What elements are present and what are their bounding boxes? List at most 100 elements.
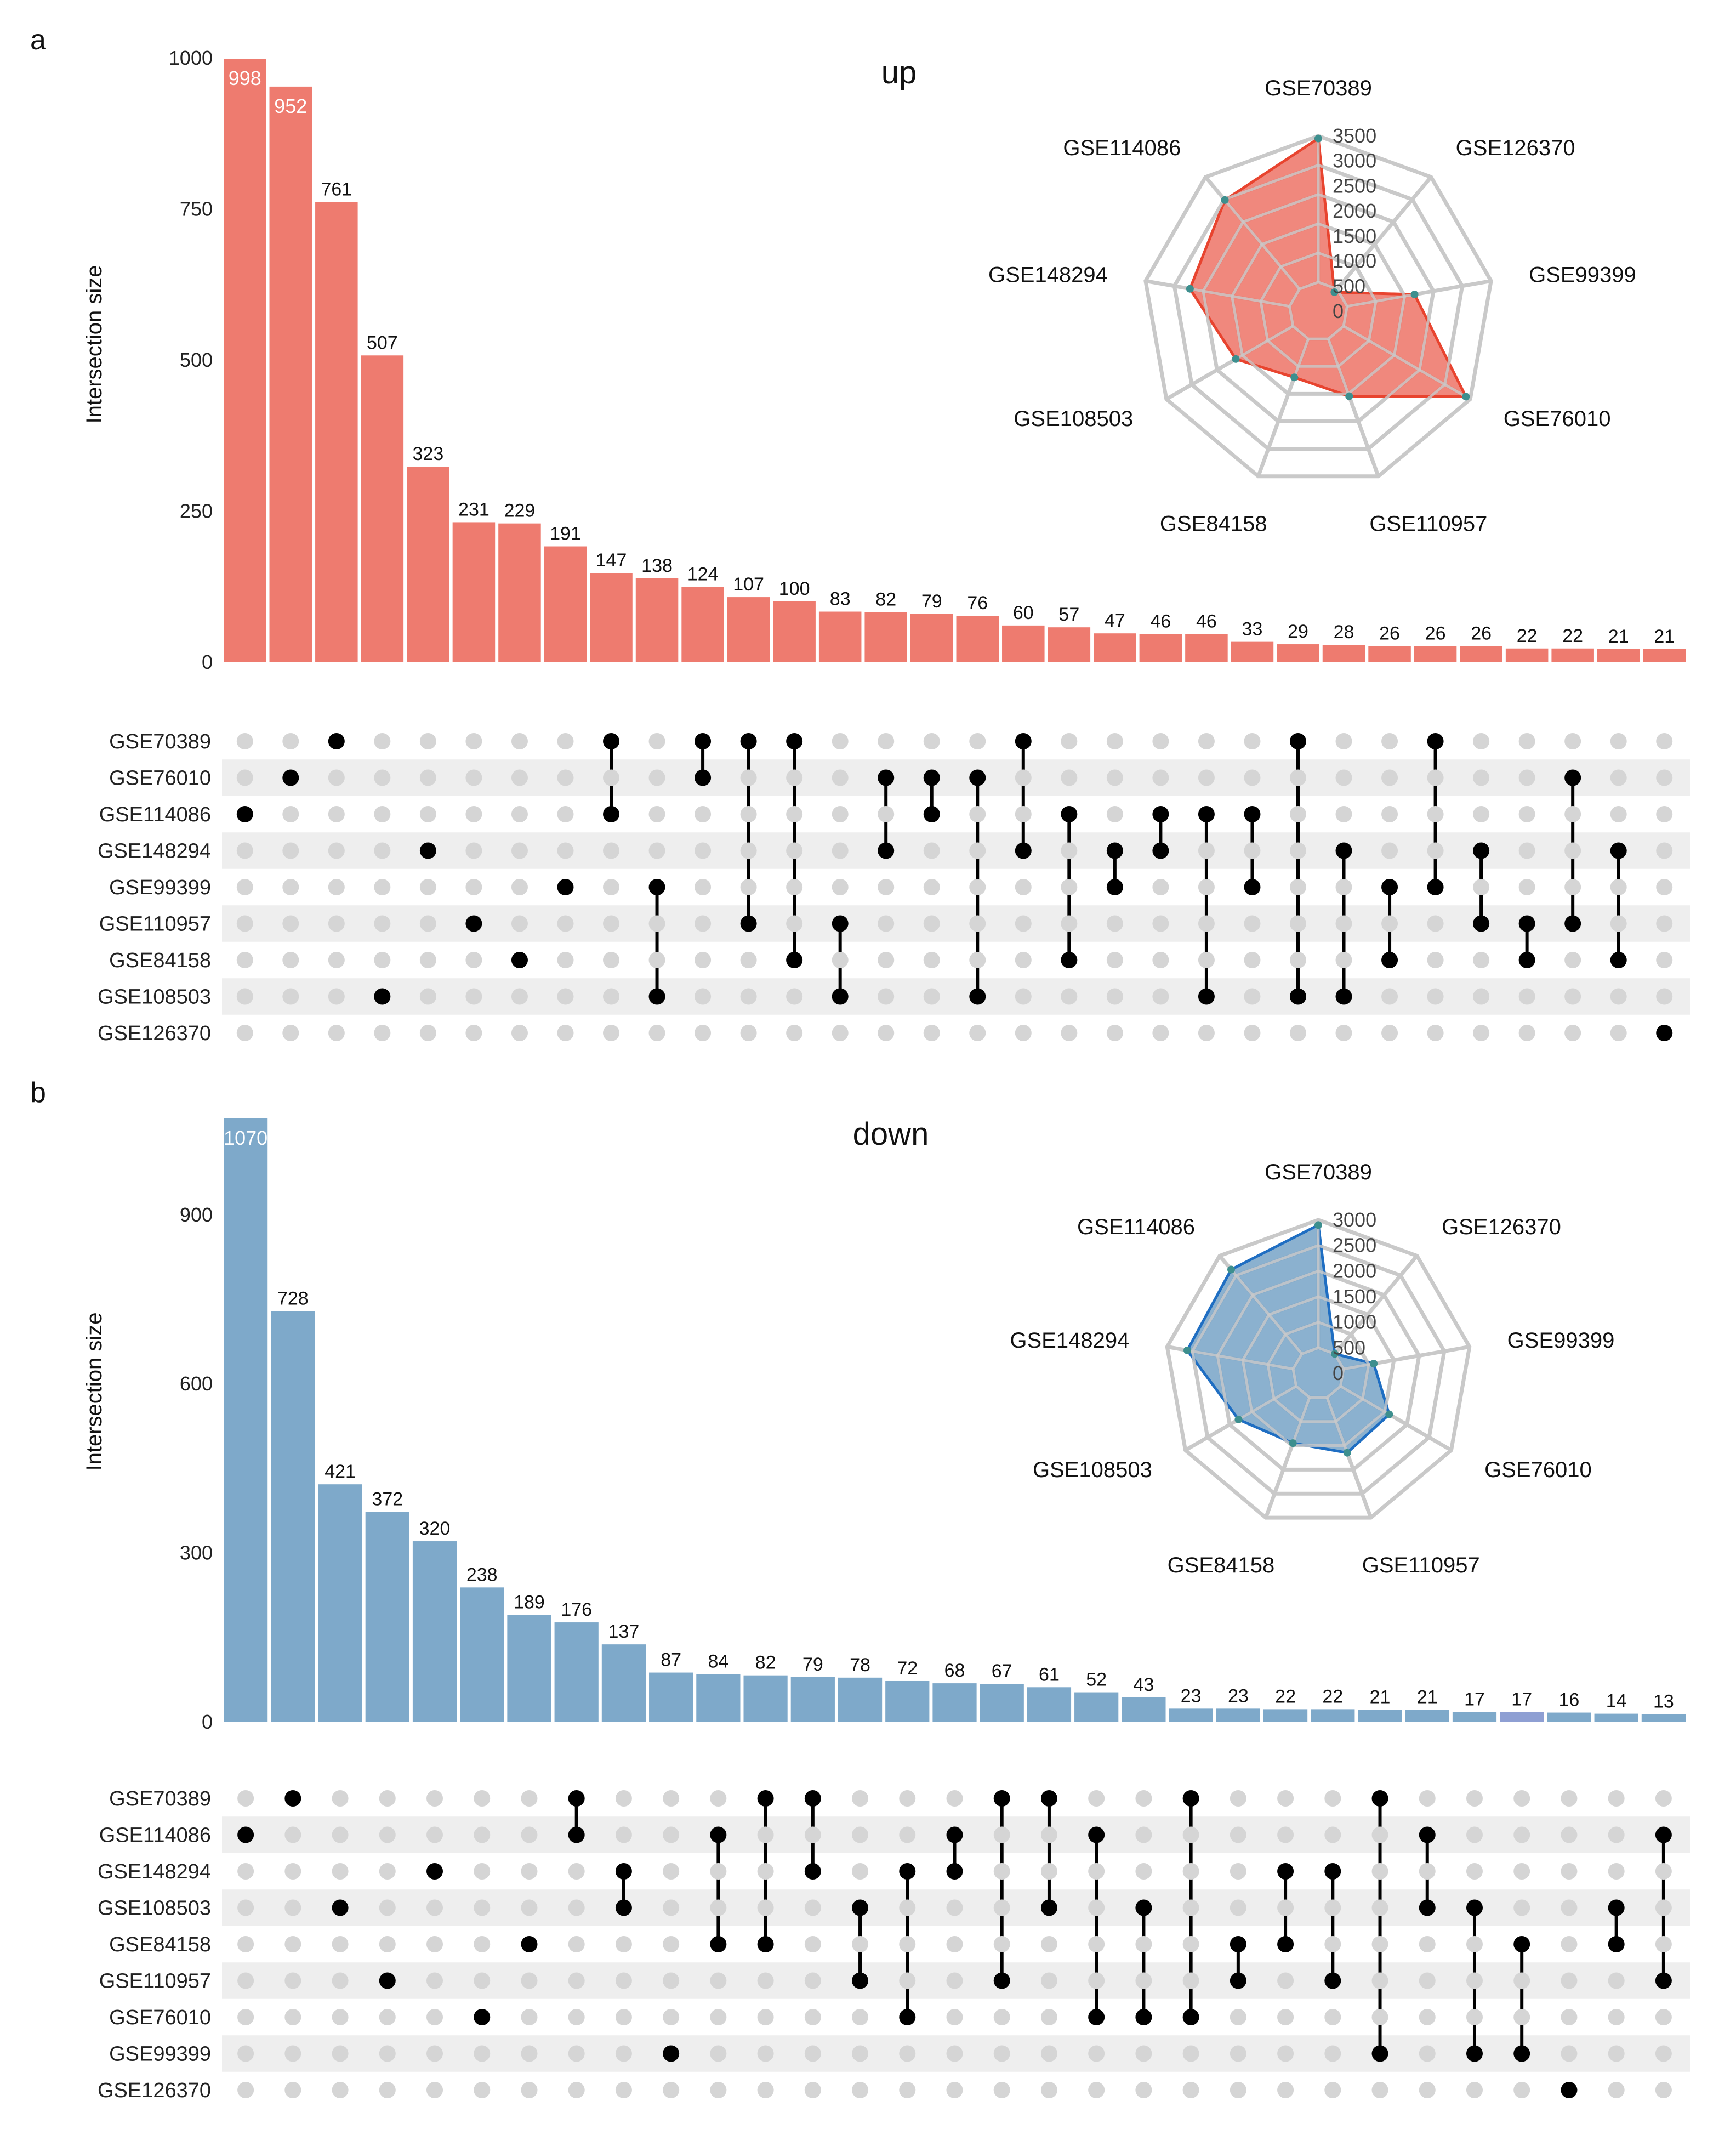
matrix-dot-down-27-8: [1466, 2045, 1483, 2062]
matrix-dot-down-16-7: [946, 2009, 963, 2025]
radar-point-down-GSE76010: [1385, 1410, 1393, 1418]
bar-value-label-up-24: 29: [1288, 621, 1308, 642]
matrix-dot-up-6-4: [465, 842, 482, 859]
radar-axis-label-down-GSE110957: GSE110957: [1362, 1553, 1480, 1577]
matrix-dot-up-29-3: [1518, 806, 1535, 822]
radar-axis-label-down-GSE99399: GSE99399: [1507, 1328, 1615, 1353]
radar-spoke-overlay-down-5: [1325, 1396, 1373, 1518]
matrix-dot-down-21-6: [1182, 1972, 1199, 1989]
radar-point-down-GSE114086: [1227, 1265, 1236, 1274]
matrix-dot-up-28-9: [1473, 1025, 1490, 1041]
matrix-dot-up-23-7: [1244, 952, 1261, 968]
matrix-dot-up-12-5: [740, 879, 757, 895]
matrix-dot-down-2-7: [284, 2009, 301, 2025]
matrix-dot-down-23-8: [1277, 2045, 1294, 2062]
matrix-dot-up-1-4: [236, 842, 253, 859]
matrix-dot-up-9-6: [603, 915, 620, 932]
matrix-dot-up-30-7: [1564, 952, 1581, 968]
matrix-dot-down-31-6: [1655, 1972, 1672, 1989]
matrix-dot-down-10-8: [663, 2045, 680, 2062]
matrix-dot-up-16-7: [923, 952, 940, 968]
matrix-dot-down-10-9: [663, 2082, 680, 2098]
matrix-dot-down-31-2: [1655, 1826, 1672, 1843]
bar-down-9: [601, 1644, 646, 1722]
matrix-dot-up-23-5: [1244, 879, 1261, 895]
radar-point-down-GSE70389: [1314, 1221, 1322, 1229]
radar-tick-label-up-1500: 1500: [1333, 225, 1376, 247]
bar-up-16: [910, 614, 953, 662]
bar-value-label-down-3: 421: [325, 1461, 356, 1482]
radar-spoke-overlay-up-5: [1327, 338, 1380, 477]
matrix-dot-down-4-2: [379, 1826, 396, 1843]
matrix-dot-up-25-1: [1335, 733, 1352, 749]
matrix-dot-down-31-9: [1655, 2082, 1672, 2098]
y-tick-label-up-500: 500: [180, 349, 213, 371]
matrix-dot-down-5-4: [426, 1899, 443, 1916]
matrix-dot-down-29-3: [1561, 1863, 1578, 1880]
matrix-dot-up-32-6: [1656, 915, 1673, 932]
matrix-dot-up-5-1: [419, 733, 436, 749]
bar-value-label-down-31: 13: [1653, 1691, 1674, 1712]
matrix-dot-down-26-6: [1419, 1972, 1436, 1989]
matrix-dot-down-1-1: [237, 1790, 254, 1807]
matrix-dot-down-16-1: [946, 1790, 963, 1807]
bar-down-22: [1216, 1708, 1260, 1722]
matrix-dot-up-8-7: [557, 952, 574, 968]
matrix-dot-up-23-6: [1244, 915, 1261, 932]
bar-value-label-down-10: 87: [661, 1650, 681, 1671]
matrix-dot-down-7-3: [521, 1863, 538, 1880]
matrix-dot-up-30-5: [1564, 879, 1581, 895]
matrix-dot-up-30-2: [1564, 769, 1581, 786]
matrix-dot-up-21-7: [1152, 952, 1169, 968]
matrix-dot-down-15-3: [899, 1863, 916, 1880]
radar-grid-overlay-down-5: [1191, 1244, 1446, 1495]
matrix-dot-up-13-8: [786, 988, 803, 1005]
radar-point-up-GSE84158: [1290, 373, 1299, 382]
matrix-dot-down-31-5: [1655, 1936, 1672, 1952]
matrix-dot-down-28-1: [1513, 1790, 1530, 1807]
matrix-dot-up-26-5: [1381, 879, 1398, 895]
bar-value-label-up-16: 79: [921, 591, 942, 612]
bar-value-label-down-8: 176: [561, 1599, 592, 1620]
set-label-down-GSE70389: GSE70389: [109, 1787, 211, 1810]
bar-up-13: [773, 601, 816, 662]
matrix-dot-down-3-9: [332, 2082, 349, 2098]
matrix-dot-down-25-2: [1371, 1826, 1388, 1843]
matrix-dot-up-20-4: [1106, 842, 1123, 859]
matrix-dot-down-17-2: [993, 1826, 1010, 1843]
matrix-dot-down-19-2: [1088, 1826, 1105, 1843]
radar-tick-label-up-500: 500: [1333, 275, 1365, 297]
matrix-dot-down-7-6: [521, 1972, 538, 1989]
matrix-dot-up-27-3: [1427, 806, 1444, 822]
matrix-dot-up-25-5: [1335, 879, 1352, 895]
matrix-dot-up-31-3: [1610, 806, 1627, 822]
matrix-dot-up-29-7: [1518, 952, 1535, 968]
matrix-dot-down-15-4: [899, 1899, 916, 1916]
matrix-dot-up-4-6: [374, 915, 391, 932]
matrix-dot-up-1-2: [236, 769, 253, 786]
matrix-dot-up-16-8: [923, 988, 940, 1005]
matrix-dot-up-24-3: [1289, 806, 1306, 822]
bar-down-25: [1358, 1710, 1402, 1722]
matrix-dot-up-30-8: [1564, 988, 1581, 1005]
bar-value-label-up-32: 21: [1654, 626, 1675, 647]
matrix-dot-up-6-6: [465, 915, 482, 932]
matrix-dot-up-18-5: [1015, 879, 1032, 895]
matrix-dot-down-2-6: [284, 1972, 301, 1989]
matrix-dot-down-1-8: [237, 2045, 254, 2062]
bar-value-label-up-6: 231: [458, 499, 490, 520]
set-label-up-GSE70389: GSE70389: [109, 730, 211, 753]
matrix-dot-up-21-4: [1152, 842, 1169, 859]
matrix-dot-down-21-8: [1182, 2045, 1199, 2062]
matrix-dot-down-10-5: [663, 1936, 680, 1952]
matrix-dot-down-23-5: [1277, 1936, 1294, 1952]
matrix-dot-down-25-1: [1371, 1790, 1388, 1807]
matrix-dot-down-29-7: [1561, 2009, 1578, 2025]
radar-spoke-overlay-up-2: [1336, 176, 1432, 290]
bar-up-32: [1643, 649, 1686, 662]
bar-down-26: [1405, 1710, 1449, 1722]
matrix-dot-up-10-9: [648, 1025, 665, 1041]
matrix-dot-down-30-8: [1608, 2045, 1625, 2062]
matrix-dot-down-28-7: [1513, 2009, 1530, 2025]
